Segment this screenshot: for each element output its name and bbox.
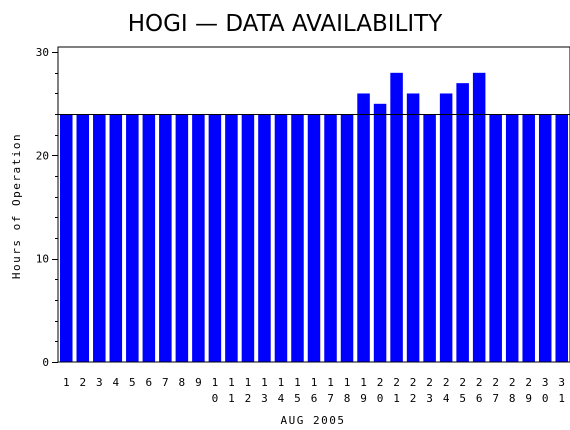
x-tick-label: 3 bbox=[426, 392, 433, 405]
x-tick-label: 0 bbox=[542, 392, 549, 405]
y-tick-label: 20 bbox=[36, 149, 49, 162]
x-tick-label: 7 bbox=[492, 392, 499, 405]
x-tick-label: 0 bbox=[377, 392, 384, 405]
x-tick-label: 1 bbox=[228, 376, 235, 389]
x-tick-label: 1 bbox=[278, 376, 285, 389]
bar bbox=[522, 114, 535, 362]
x-tick-label: 2 bbox=[426, 376, 433, 389]
y-tick-label: 30 bbox=[36, 46, 49, 59]
x-tick-label: 2 bbox=[525, 376, 532, 389]
x-tick-label: 2 bbox=[410, 392, 417, 405]
x-tick-label: 3 bbox=[261, 392, 268, 405]
x-tick-label: 1 bbox=[294, 376, 301, 389]
bar bbox=[159, 114, 172, 362]
bar bbox=[241, 114, 255, 362]
bar bbox=[340, 114, 354, 362]
bar bbox=[291, 114, 304, 362]
bar bbox=[225, 114, 238, 362]
bar bbox=[357, 93, 370, 363]
x-tick-label: 6 bbox=[476, 392, 483, 405]
x-tick-label: 0 bbox=[212, 392, 219, 405]
x-tick-label: 1 bbox=[212, 376, 219, 389]
bar bbox=[472, 72, 486, 362]
x-tick-label: 1 bbox=[228, 392, 235, 405]
x-tick-label: 2 bbox=[443, 376, 450, 389]
x-tick-label: 4 bbox=[112, 376, 119, 389]
chart-title: HOGI — DATA AVAILABILITY bbox=[128, 11, 444, 37]
x-tick-label: 1 bbox=[360, 376, 367, 389]
x-tick-label: 1 bbox=[344, 376, 351, 389]
bar bbox=[76, 114, 90, 362]
bar bbox=[439, 93, 453, 363]
x-tick-label: 9 bbox=[525, 392, 532, 405]
x-tick-label: 4 bbox=[443, 392, 450, 405]
bar bbox=[175, 114, 189, 362]
x-axis-label: AUG 2005 bbox=[281, 414, 346, 427]
bar bbox=[126, 114, 139, 362]
x-tick-label: 2 bbox=[410, 376, 417, 389]
x-tick-label: 5 bbox=[459, 392, 466, 405]
y-tick-label: 0 bbox=[42, 356, 49, 369]
x-tick-label: 8 bbox=[344, 392, 351, 405]
x-tick-label: 3 bbox=[542, 376, 549, 389]
x-tick-label: 1 bbox=[245, 376, 252, 389]
x-tick-label: 9 bbox=[195, 376, 202, 389]
bar bbox=[538, 114, 552, 362]
x-tick-label: 1 bbox=[327, 376, 334, 389]
bar bbox=[192, 114, 205, 362]
x-tick-label: 2 bbox=[245, 392, 252, 405]
bar bbox=[142, 114, 156, 362]
x-tick-label: 8 bbox=[509, 392, 516, 405]
x-tick-label: 5 bbox=[294, 392, 301, 405]
bar bbox=[307, 114, 321, 362]
x-tick-label: 2 bbox=[509, 376, 516, 389]
x-tick-label: 8 bbox=[179, 376, 186, 389]
bar bbox=[274, 114, 288, 362]
x-tick-label: 2 bbox=[492, 376, 499, 389]
bar bbox=[208, 114, 222, 362]
bars-layer bbox=[60, 72, 568, 363]
x-tick-label: 7 bbox=[162, 376, 169, 389]
x-tick-label: 2 bbox=[377, 376, 384, 389]
bar bbox=[109, 114, 123, 362]
x-tick-label: 6 bbox=[146, 376, 153, 389]
x-tick-label: 1 bbox=[558, 392, 565, 405]
y-tick-label: 10 bbox=[36, 253, 49, 266]
bar bbox=[423, 114, 436, 362]
bar bbox=[456, 83, 469, 363]
x-tick-label: 2 bbox=[79, 376, 86, 389]
x-tick-label: 1 bbox=[311, 376, 318, 389]
x-tick-label: 1 bbox=[393, 392, 400, 405]
x-tick-label: 6 bbox=[311, 392, 318, 405]
x-tick-label: 1 bbox=[63, 376, 70, 389]
y-axis-label: Hours of Operation bbox=[10, 133, 23, 279]
x-tick-label: 1 bbox=[261, 376, 268, 389]
x-tick-label: 4 bbox=[278, 392, 285, 405]
bar bbox=[555, 114, 568, 362]
x-tick-label: 2 bbox=[459, 376, 466, 389]
bar bbox=[489, 114, 502, 362]
bar bbox=[373, 103, 387, 362]
bar bbox=[406, 93, 420, 363]
plot-frame bbox=[57, 46, 570, 363]
bar bbox=[324, 114, 337, 362]
x-tick-label: 7 bbox=[327, 392, 334, 405]
x-tick-label: 5 bbox=[129, 376, 136, 389]
x-tick-label: 3 bbox=[96, 376, 103, 389]
bar bbox=[505, 114, 519, 362]
x-tick-label: 9 bbox=[360, 392, 367, 405]
bar bbox=[60, 114, 73, 362]
axis-layer bbox=[52, 46, 570, 363]
x-tick-label: 3 bbox=[558, 376, 565, 389]
bar bbox=[390, 72, 403, 362]
bar bbox=[258, 114, 271, 362]
x-tick-label: 2 bbox=[393, 376, 400, 389]
x-tick-label: 2 bbox=[476, 376, 483, 389]
bar bbox=[93, 114, 106, 362]
